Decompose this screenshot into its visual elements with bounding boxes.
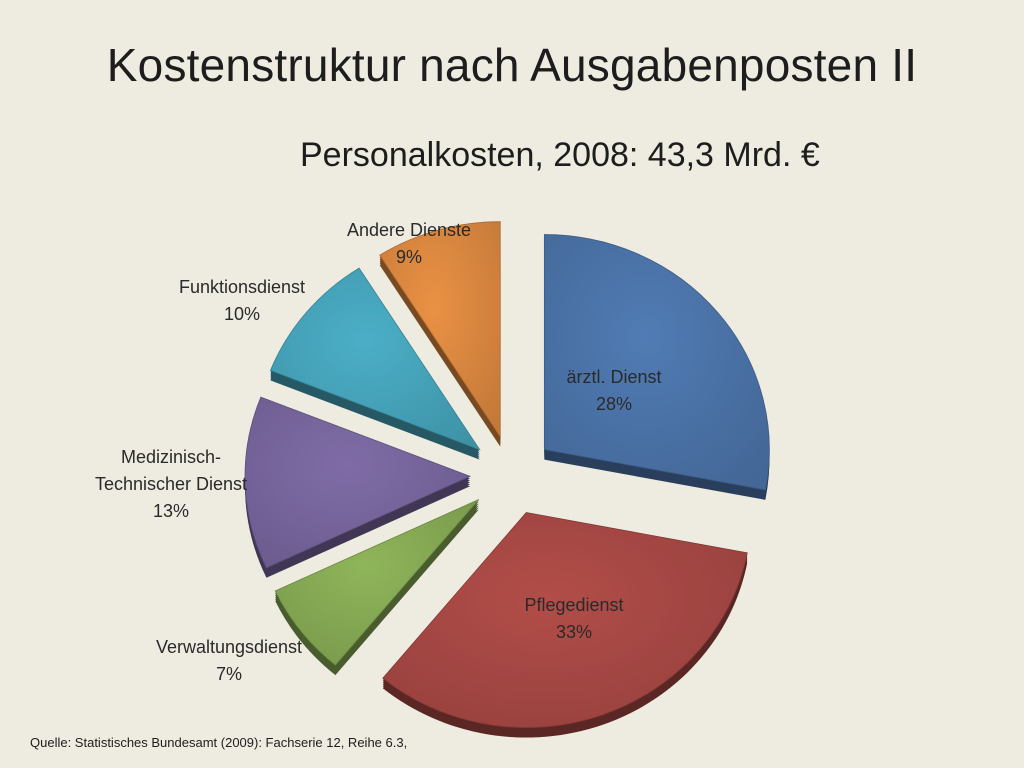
slice-label: Andere Dienste 9% [347,220,471,267]
slice-value-label: 10% [224,304,260,324]
chart-title: Personalkosten, 2008: 43,3 Mrd. € [300,136,820,174]
slice-name-label: Technischer Dienst [95,474,247,494]
slice-value-label: 7% [216,664,242,684]
pie-slice-1 [382,512,748,728]
pie-slice-0 [543,234,770,491]
pie-slice-5 [379,221,501,439]
slice-value-label: 13% [153,501,189,521]
slice-label: Funktionsdienst 10% [179,277,305,324]
slice-name-label: Verwaltungsdienst [156,637,302,657]
slice-name-label: Funktionsdienst [179,277,305,297]
slice-value-label: 28% [596,394,632,414]
slice-value-label: 33% [556,622,592,642]
slide-title: Kostenstruktur nach Ausgabenposten II [106,39,918,91]
pie-slice-3 [244,396,472,569]
slice-name-label: Pflegedienst [524,595,623,615]
slice-value-label: 9% [396,247,422,267]
source-note: Quelle: Statistisches Bundesamt (2009): … [30,735,408,750]
slice-label: ärztl. Dienst 28% [566,367,661,414]
slice-name-label: Medizinisch- [121,447,221,467]
slice-label: Medizinisch- Technischer Dienst 13% [95,447,247,521]
pie-slice-2 [274,499,480,666]
slice-name-label: Andere Dienste [347,220,471,240]
slice-label: Verwaltungsdienst 7% [156,637,302,684]
slice-label: Pflegedienst 33% [524,595,623,642]
pie-slice-4 [269,267,481,451]
slice-name-label: ärztl. Dienst [566,367,661,387]
